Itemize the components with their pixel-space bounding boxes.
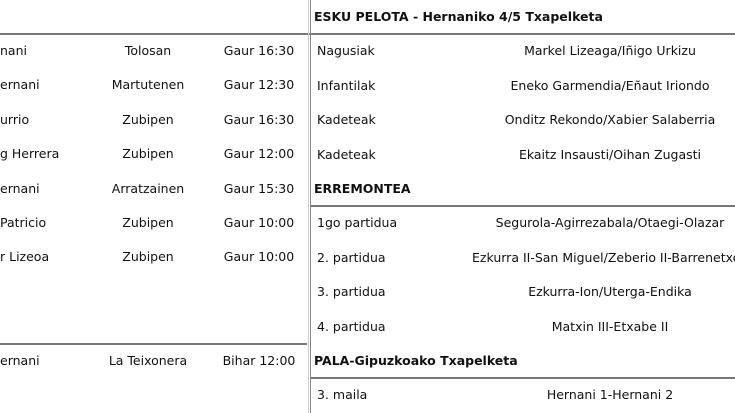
row-label: Kadeteak — [317, 112, 376, 128]
team-name: urrio — [0, 111, 30, 127]
divider — [0, 343, 307, 345]
row-value: Onditz Rekondo/Xabier Salaberria — [504, 112, 716, 128]
venue: Zubipen — [122, 249, 174, 265]
section-title: ESKU PELOTA - Hernaniko 4/5 Txapelketa — [314, 9, 603, 24]
row-value: Markel Lizeaga/Iñigo Urkizu — [524, 43, 696, 59]
column-divider — [310, 0, 311, 413]
row-value: Matxin III-Etxabe II — [551, 318, 669, 334]
team-name: g Herrera — [0, 146, 60, 162]
team-name: nani — [0, 43, 27, 58]
venue: La Teixonera — [108, 353, 188, 368]
match-time: Gaur 12:00 — [223, 146, 295, 162]
team-name: ernani — [0, 353, 40, 368]
match-time: Gaur 10:00 — [223, 249, 295, 265]
row-value: Ezkurra II-San Miguel/Zeberio II-Barrene… — [472, 249, 735, 265]
section-title: PALA-Gipuzkoako Txapelketa — [314, 353, 518, 368]
team-name: ernani — [0, 77, 40, 93]
match-time: Gaur 15:30 — [223, 180, 295, 196]
venue: Martutenen — [111, 77, 185, 93]
row-label: Nagusiak — [317, 43, 375, 59]
venue: Zubipen — [122, 215, 174, 230]
match-time: Gaur 16:30 — [223, 111, 295, 127]
row-label: 1go partidua — [317, 215, 398, 231]
match-time: Gaur 16:30 — [223, 43, 295, 58]
venue: Tolosan — [124, 43, 172, 58]
row-label: Kadeteak — [317, 146, 376, 162]
team-name: Patricio — [0, 215, 47, 230]
row-label: Infantilak — [317, 77, 376, 93]
row-label: 2. partidua — [317, 249, 386, 265]
team-name: r Lizeoa — [0, 249, 50, 265]
section-title: ERREMONTEA — [314, 181, 411, 196]
column-divider — [308, 0, 309, 413]
match-time: Gaur 10:00 — [223, 215, 295, 230]
row-label: 3. partidua — [317, 284, 386, 300]
row-value: Ezkurra-Ion/Uterga-Endika — [528, 284, 692, 300]
divider — [0, 33, 735, 35]
venue: Arratzainen — [111, 180, 185, 196]
venue: Zubipen — [122, 146, 174, 162]
row-value: Segurola-Agirrezabala/Otaegi-Olazar — [495, 215, 725, 231]
row-label: 4. partidua — [317, 318, 386, 334]
row-label: 3. maila — [317, 387, 368, 403]
row-value: Ekaitz Insausti/Oihan Zugasti — [518, 146, 702, 162]
match-time: Gaur 12:30 — [223, 77, 295, 93]
match-time: Bihar 12:00 — [222, 353, 296, 368]
venue: Zubipen — [122, 111, 174, 127]
divider — [310, 205, 735, 207]
row-value: Hernani 1-Hernani 2 — [546, 387, 674, 403]
row-value: Eneko Garmendia/Eñaut Iriondo — [510, 77, 710, 93]
divider — [310, 377, 735, 379]
team-name: ernani — [0, 180, 40, 196]
